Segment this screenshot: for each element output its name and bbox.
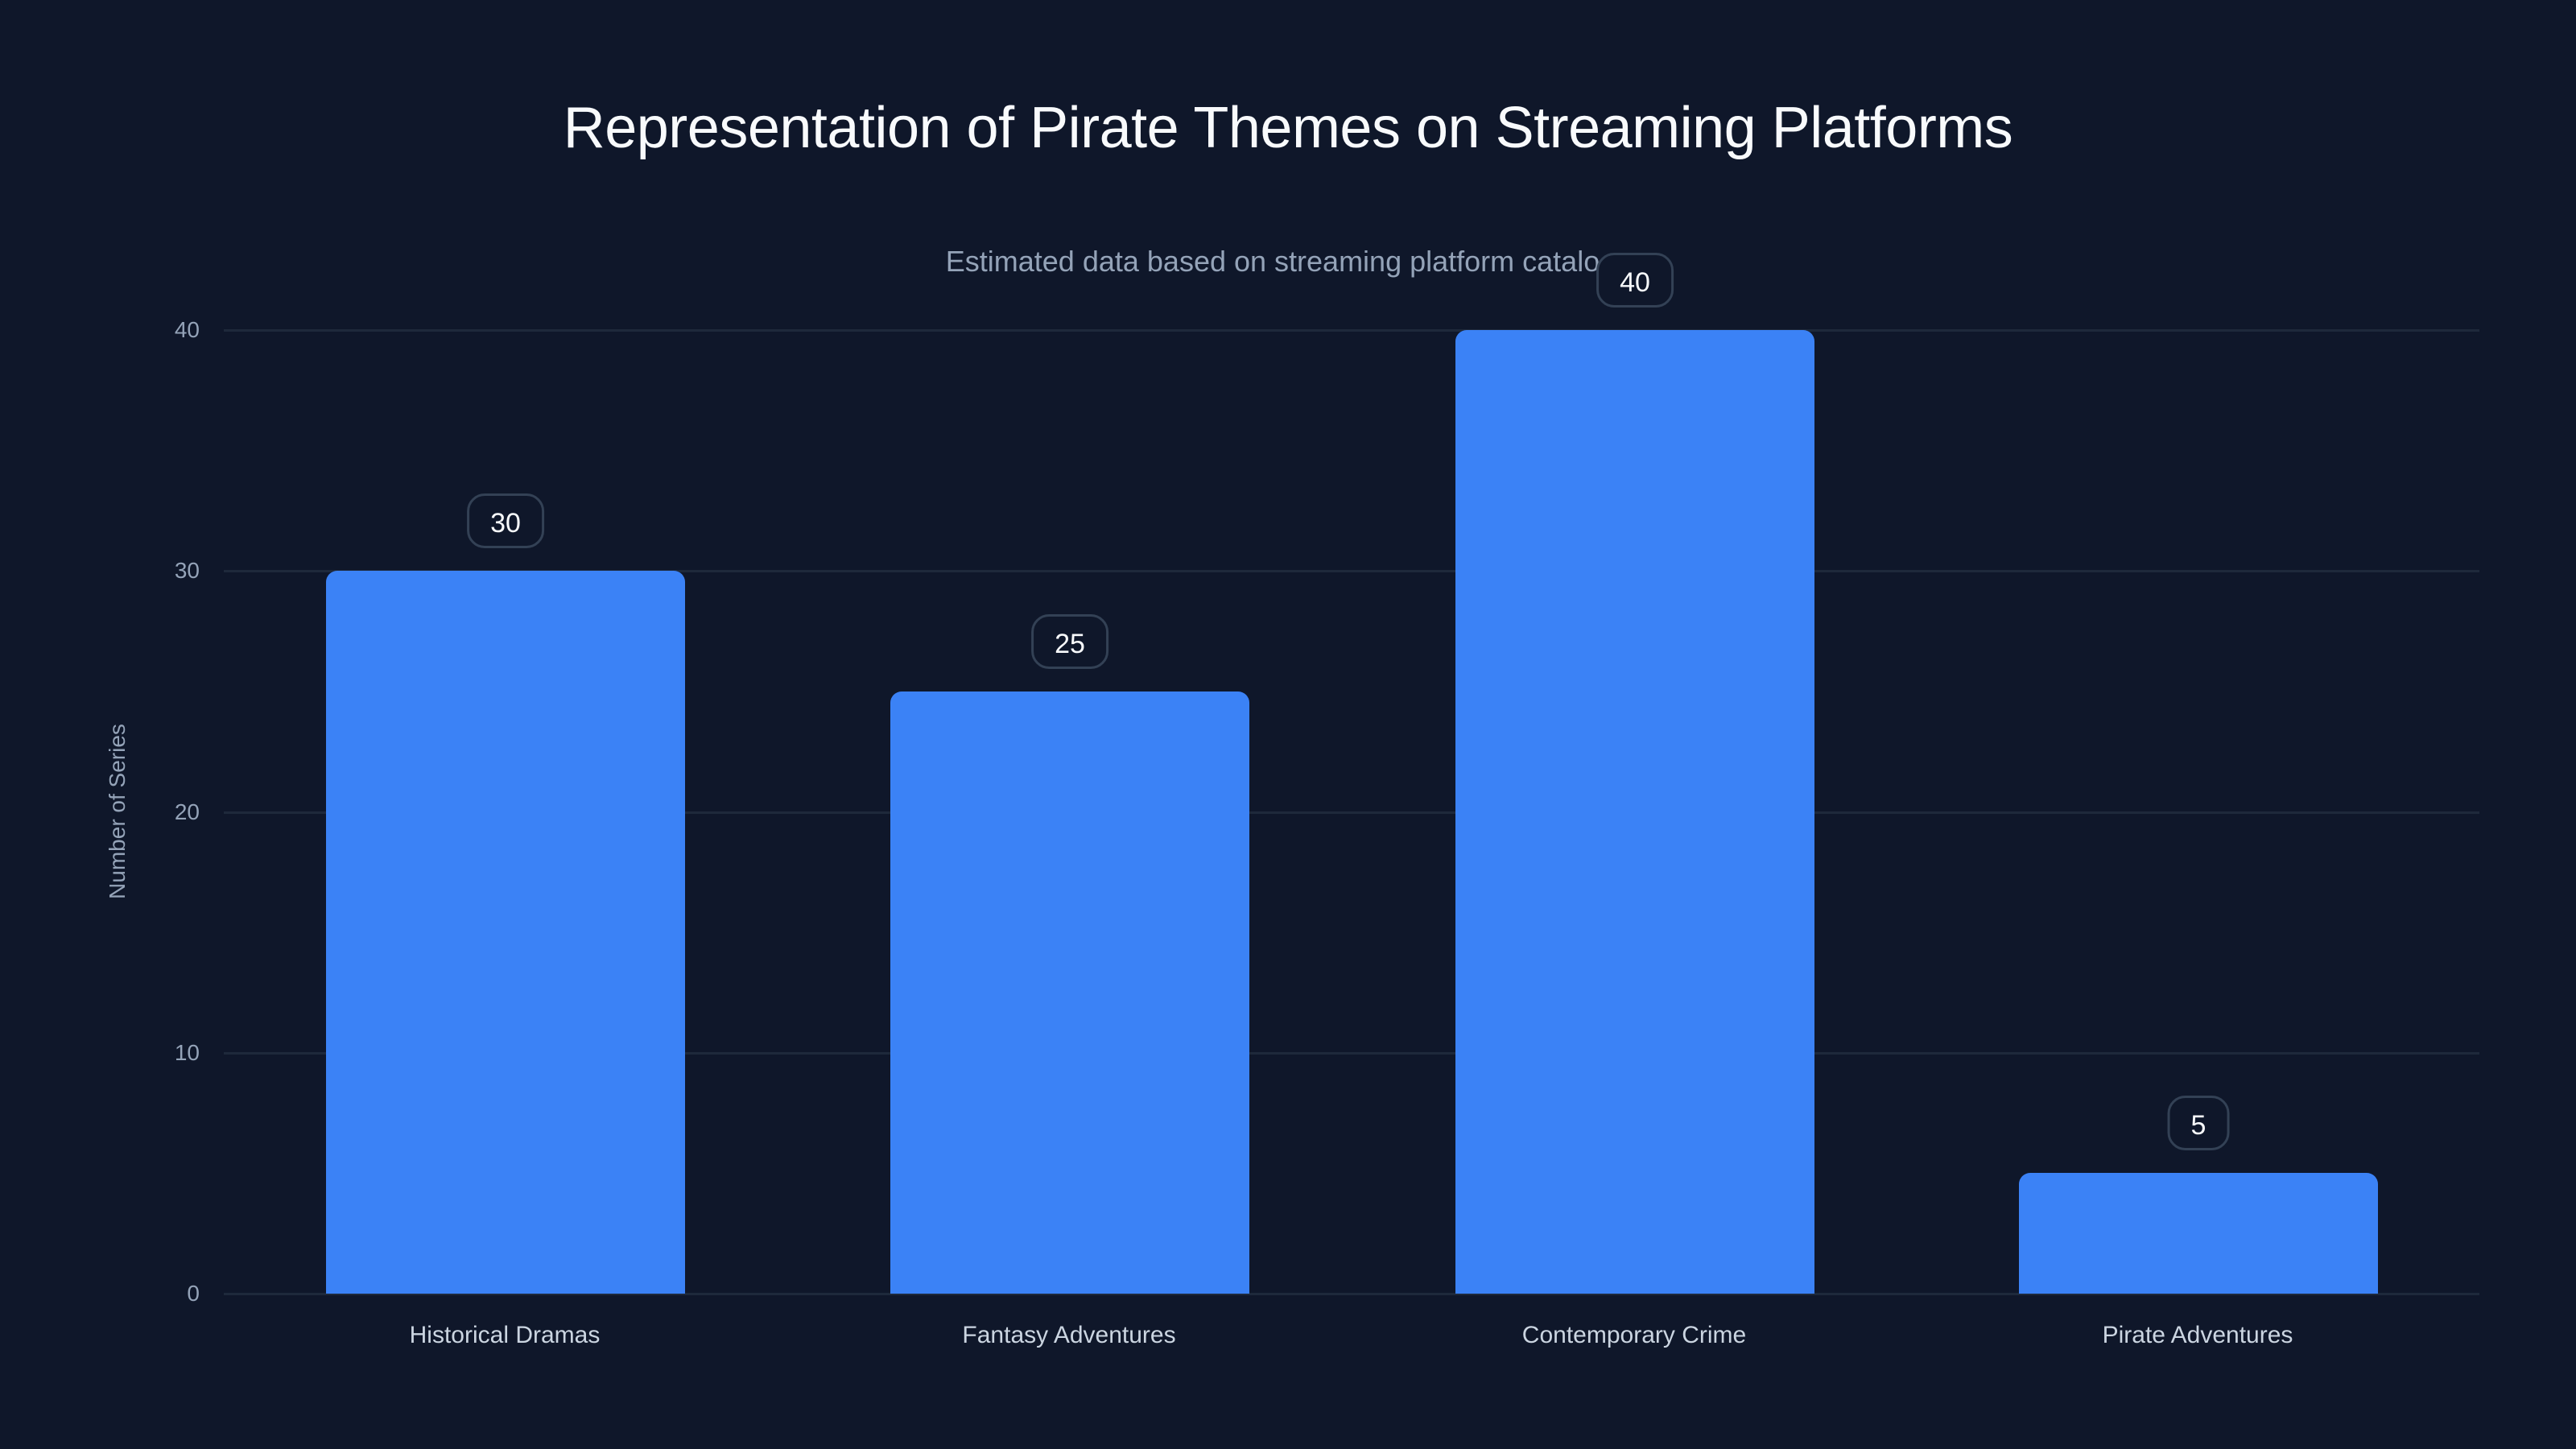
grid-line-20 (224, 811, 2479, 814)
bar-value-label: 5 (2167, 1096, 2230, 1151)
x-tick-historical-dramas: Historical Dramas (409, 1322, 601, 1348)
grid-line-30 (224, 570, 2479, 572)
grid-line-0 (224, 1293, 2479, 1295)
bar-fantasy-adventures[interactable]: 25 (890, 613, 1249, 1294)
bar-value-label: 30 (467, 493, 544, 549)
bar-value-label: 40 (1596, 253, 1674, 308)
y-axis-label: Number of Series (105, 724, 130, 899)
y-tick-30: 30 (174, 558, 200, 583)
y-tick-20: 20 (174, 799, 200, 824)
chart-subtitle: Estimated data based on streaming platfo… (945, 245, 1631, 278)
bar-historical-dramas[interactable]: 30 (326, 493, 685, 1294)
grid-line-10 (224, 1052, 2479, 1055)
x-tick-fantasy-adventures: Fantasy Adventures (962, 1322, 1176, 1348)
x-tick-contemporary-crime: Contemporary Crime (1521, 1322, 1747, 1348)
bar-contemporary-crime[interactable]: 40 (1455, 253, 1814, 1294)
bar-value-label: 25 (1031, 613, 1108, 669)
bar-pirate-adventures[interactable]: 5 (2019, 1096, 2378, 1294)
x-tick-pirate-adventures: Pirate Adventures (2102, 1322, 2293, 1348)
y-tick-10: 10 (174, 1040, 200, 1065)
plot-area: 30 25 40 5 (224, 253, 2479, 1295)
y-tick-40: 40 (174, 317, 200, 342)
grid-line-40 (224, 329, 2479, 332)
y-tick-0: 0 (187, 1281, 200, 1306)
chart-title: Representation of Pirate Themes on Strea… (563, 96, 2013, 160)
